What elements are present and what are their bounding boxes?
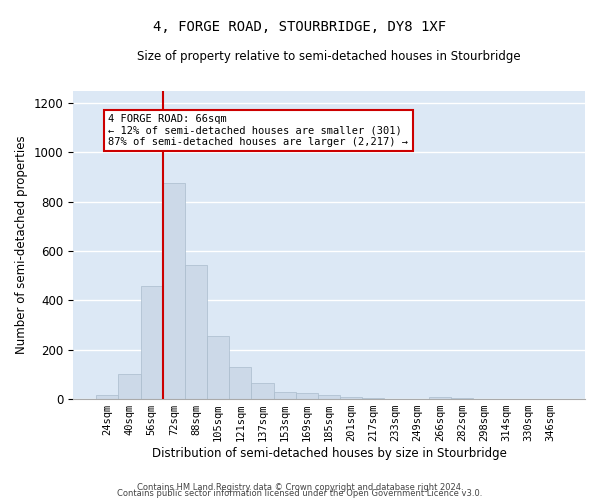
- Text: Contains HM Land Registry data © Crown copyright and database right 2024.: Contains HM Land Registry data © Crown c…: [137, 483, 463, 492]
- Bar: [229, 367, 251, 399]
- Bar: [207, 336, 229, 399]
- Text: 4, FORGE ROAD, STOURBRIDGE, DY8 1XF: 4, FORGE ROAD, STOURBRIDGE, DY8 1XF: [154, 20, 446, 34]
- Bar: [140, 286, 163, 399]
- Bar: [185, 264, 207, 399]
- Bar: [96, 396, 118, 399]
- Text: 4 FORGE ROAD: 66sqm
← 12% of semi-detached houses are smaller (301)
87% of semi-: 4 FORGE ROAD: 66sqm ← 12% of semi-detach…: [109, 114, 409, 147]
- Bar: [451, 398, 473, 399]
- Bar: [118, 374, 140, 399]
- Y-axis label: Number of semi-detached properties: Number of semi-detached properties: [15, 136, 28, 354]
- Bar: [251, 383, 274, 399]
- Bar: [429, 397, 451, 399]
- X-axis label: Distribution of semi-detached houses by size in Stourbridge: Distribution of semi-detached houses by …: [152, 447, 506, 460]
- Bar: [163, 183, 185, 399]
- Bar: [340, 396, 362, 399]
- Bar: [362, 398, 385, 399]
- Bar: [296, 393, 318, 399]
- Title: Size of property relative to semi-detached houses in Stourbridge: Size of property relative to semi-detach…: [137, 50, 521, 63]
- Bar: [318, 394, 340, 399]
- Text: Contains public sector information licensed under the Open Government Licence v3: Contains public sector information licen…: [118, 490, 482, 498]
- Bar: [274, 392, 296, 399]
